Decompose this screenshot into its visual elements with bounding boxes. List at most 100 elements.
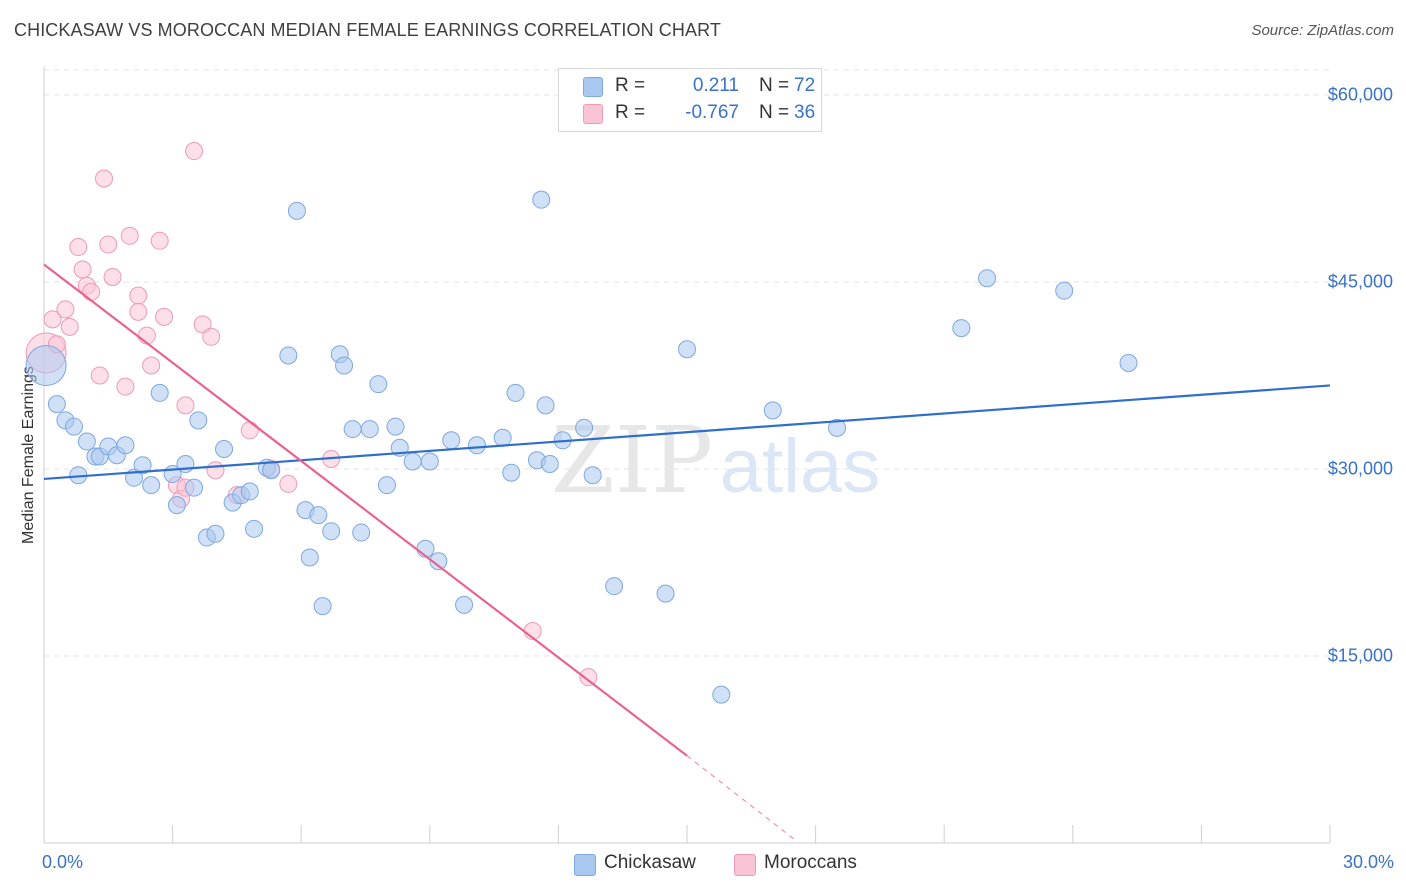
moroccans-point	[129, 302, 148, 321]
chickasaw-point	[429, 552, 448, 571]
legend-label-chickasaw: Chickasaw	[604, 852, 696, 873]
legend: R = 0.211 N = 72 R = -0.767 N = 36	[558, 68, 822, 132]
chickasaw-point	[656, 584, 675, 603]
x-tick-label-max: 30.0%	[1342, 852, 1394, 872]
chart-source: Source: ZipAtlas.com	[1251, 22, 1394, 39]
legend-n-value: 72	[794, 75, 816, 96]
legend-swatch-blue	[583, 77, 603, 97]
chickasaw-point	[206, 524, 225, 543]
chickasaw-point	[712, 685, 731, 704]
watermark-atlas: atlas	[720, 424, 881, 509]
moroccans-point	[206, 461, 225, 480]
moroccans-point	[202, 327, 221, 346]
chickasaw-point	[360, 420, 379, 439]
chickasaw-point	[245, 519, 264, 538]
chickasaw-point	[313, 597, 332, 616]
chickasaw-point	[185, 478, 204, 497]
moroccans-point	[579, 668, 598, 687]
chickasaw-point	[240, 482, 259, 501]
legend-swatch-pink	[583, 104, 603, 124]
chickasaw-point	[300, 548, 319, 567]
chickasaw-point	[25, 344, 67, 386]
chickasaw-point	[678, 340, 696, 359]
moroccans-point	[120, 226, 139, 245]
moroccans-points	[25, 142, 598, 687]
chickasaw-point	[386, 417, 405, 436]
moroccans-point	[150, 231, 169, 250]
moroccans-point	[69, 238, 88, 257]
moroccans-point	[103, 267, 122, 286]
chickasaw-point	[605, 577, 624, 596]
moroccans-point	[56, 300, 75, 319]
legend-r-value: 0.211	[692, 75, 739, 96]
chickasaw-point	[493, 428, 512, 447]
chart-title: CHICKASAW VS MOROCCAN MEDIAN FEMALE EARN…	[14, 20, 721, 40]
chickasaw-point	[442, 431, 461, 450]
chickasaw-point	[575, 418, 594, 437]
chickasaw-point	[322, 522, 341, 541]
moroccans-point	[155, 307, 174, 326]
chickasaw-point	[215, 440, 234, 459]
chickasaw-point	[116, 436, 135, 455]
chickasaw-point	[262, 461, 281, 480]
trend-lines	[43, 263, 1331, 840]
moroccans-point	[129, 286, 148, 305]
moroccans-point	[176, 396, 195, 415]
moroccans-trend-extension	[686, 755, 795, 840]
legend-r-label: R =	[615, 75, 646, 96]
chickasaw-point	[763, 401, 782, 420]
chickasaw-point	[420, 452, 439, 471]
moroccans-point	[60, 317, 79, 336]
y-tick-label: $30,000	[1327, 458, 1393, 479]
chickasaw-point	[536, 396, 555, 415]
chickasaw-point	[1119, 353, 1138, 372]
chickasaw-point	[502, 463, 521, 482]
chickasaw-point	[532, 190, 551, 209]
moroccans-point	[116, 377, 135, 396]
legend-label-moroccans: Moroccans	[764, 852, 857, 873]
chickasaw-point	[978, 269, 997, 288]
chickasaw-point	[150, 383, 169, 402]
moroccans-point	[185, 142, 204, 161]
chickasaw-point	[279, 346, 298, 365]
moroccans-point	[95, 169, 114, 188]
moroccans-point	[99, 235, 118, 254]
legend-swatch-pink	[734, 854, 756, 876]
chickasaw-point	[133, 456, 152, 475]
legend-r-value: -0.767	[685, 102, 739, 123]
moroccans-point	[43, 310, 62, 329]
moroccans-point	[137, 326, 156, 345]
axes	[43, 66, 1331, 844]
moroccans-point	[82, 282, 101, 301]
chickasaw-points	[25, 190, 1138, 704]
chickasaw-point	[142, 476, 161, 495]
chickasaw-point	[189, 411, 208, 430]
chickasaw-point	[369, 375, 388, 394]
chickasaw-point	[309, 506, 328, 525]
y-tick-label: $15,000	[1327, 645, 1393, 666]
moroccans-point	[240, 421, 259, 440]
chickasaw-point	[455, 595, 474, 614]
chickasaw-point	[167, 496, 186, 515]
chickasaw-point	[506, 383, 525, 402]
y-tick-label: $45,000	[1327, 271, 1393, 292]
chickasaw-point	[377, 476, 396, 495]
chickasaw-point	[583, 466, 602, 485]
y-tick-label: $60,000	[1327, 84, 1393, 105]
chickasaw-trend-line	[43, 384, 1331, 481]
chickasaw-point	[77, 432, 96, 451]
moroccans-point	[142, 356, 161, 375]
watermark-zip: ZIP	[551, 407, 713, 514]
chickasaw-point	[540, 454, 559, 473]
legend-n-label: N =	[759, 102, 790, 123]
moroccans-trend-line	[43, 263, 688, 757]
moroccans-point	[73, 260, 92, 279]
legend-r-label: R =	[615, 102, 646, 123]
legend-n-value: 36	[794, 102, 816, 123]
chickasaw-point	[343, 420, 362, 439]
moroccans-point	[279, 474, 298, 493]
chickasaw-point	[335, 356, 354, 375]
chickasaw-point	[352, 523, 371, 542]
chickasaw-point	[828, 418, 847, 437]
